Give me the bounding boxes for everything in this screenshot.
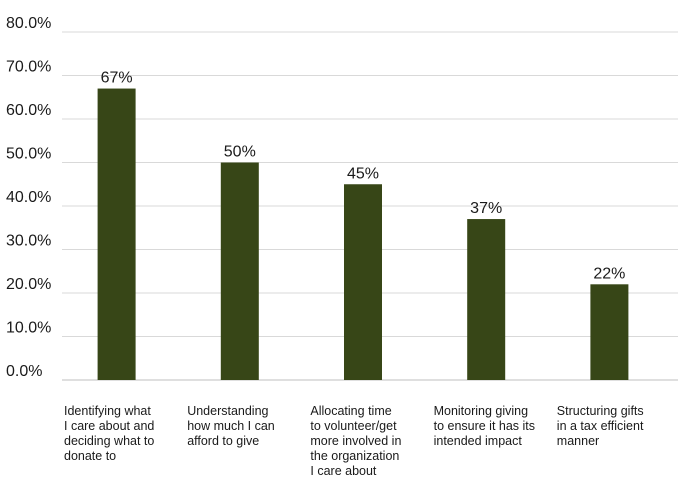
category-label-line: donate to <box>64 449 116 463</box>
category-label-line: deciding what to <box>64 434 154 448</box>
category-label-line: afford to give <box>187 434 259 448</box>
category-label: Structuring gifts in a tax efficient manne… <box>557 404 644 448</box>
bar <box>590 284 629 380</box>
y-tick-label: 10.0% <box>6 320 51 337</box>
category-label-line: manner <box>557 434 599 448</box>
data-label: 37% <box>470 200 502 217</box>
category-label-line: more involved in <box>310 434 401 448</box>
bar <box>344 184 382 380</box>
data-label: 67% <box>101 70 133 87</box>
category-label-line: how much I can <box>187 419 275 433</box>
category-label: Identifying what I care about and deciding… <box>64 404 154 463</box>
category-label-line: the organization <box>310 449 399 463</box>
category-label-line: I care about and <box>64 419 154 433</box>
category-label-line: to volunteer/get <box>310 419 397 433</box>
category-label: Understanding how much I can afford to giv… <box>187 404 275 448</box>
category-label-line: in a tax efficient <box>557 419 644 433</box>
y-tick-label: 40.0% <box>6 189 51 206</box>
y-tick-label: 20.0% <box>6 276 51 293</box>
category-label-line: Monitoring giving <box>434 404 529 418</box>
category-label-line: I care about <box>310 464 377 478</box>
category-label-line: Identifying what <box>64 404 151 418</box>
category-label: Monitoring giving to ensure it has its int… <box>434 404 535 448</box>
category-labels: Identifying what I care about and deciding… <box>64 404 644 478</box>
category-label: Allocating time to volunteer/get more invo… <box>310 404 401 478</box>
y-tick-label: 50.0% <box>6 146 51 163</box>
category-label-line: Allocating time <box>310 404 391 418</box>
category-label-line: intended impact <box>434 434 523 448</box>
y-tick-label: 70.0% <box>6 59 51 76</box>
bar <box>220 162 259 380</box>
y-tick-label: 60.0% <box>6 102 51 119</box>
bar <box>97 88 136 381</box>
data-labels: 67% 50% 45% 37% 22% <box>101 70 626 283</box>
y-tick-label: 80.0% <box>6 15 51 32</box>
category-label-line: to ensure it has its <box>434 419 535 433</box>
data-label: 45% <box>347 165 379 182</box>
y-axis-tick-labels: 0.0% 10.0% 20.0% 30.0% 40.0% 50.0% 60.0% 70.0% 8… <box>6 15 51 380</box>
bars <box>97 88 629 381</box>
category-label-line: Understanding <box>187 404 268 418</box>
bar <box>467 219 506 380</box>
y-tick-label: 0.0% <box>6 363 42 380</box>
data-label: 50% <box>224 144 256 161</box>
category-label-line: Structuring gifts <box>557 404 644 418</box>
data-label: 22% <box>593 265 625 282</box>
y-tick-label: 30.0% <box>6 233 51 250</box>
